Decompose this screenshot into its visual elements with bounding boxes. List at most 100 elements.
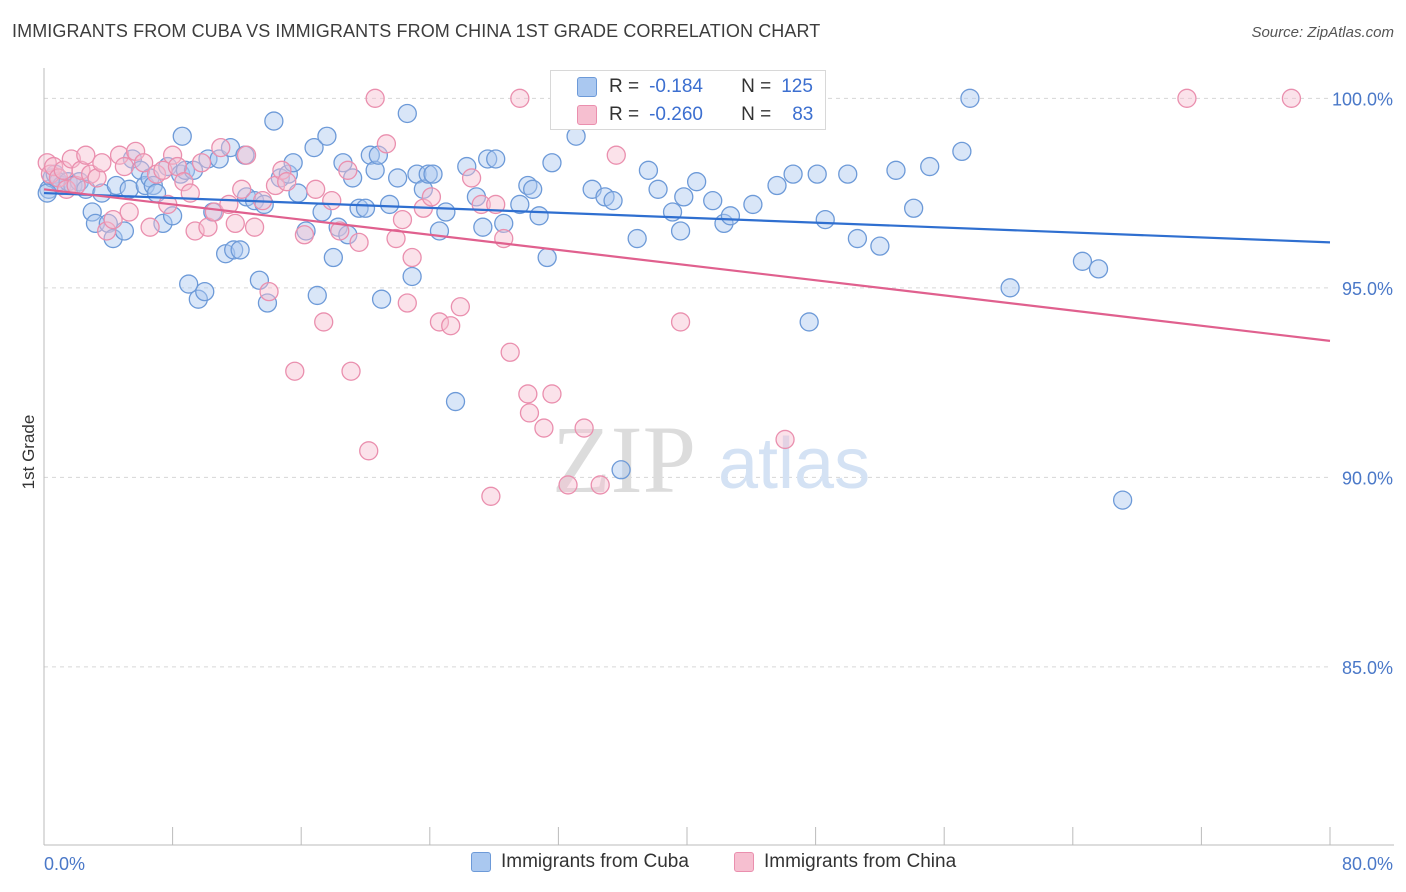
cuba-point-64 <box>365 160 385 180</box>
cuba-point-72 <box>413 179 434 199</box>
cuba-point-37 <box>224 240 244 260</box>
cuba-point-88 <box>537 247 557 268</box>
china-point-44 <box>294 225 315 245</box>
china-point-20 <box>140 217 160 237</box>
china-point-42 <box>277 172 297 192</box>
cuba-point-122 <box>1088 259 1109 279</box>
data-points <box>37 88 1302 510</box>
china-point-69 <box>500 342 520 362</box>
china-point-73 <box>542 384 562 404</box>
cuba-swatch <box>577 77 597 97</box>
china-point-80 <box>1177 88 1197 108</box>
cuba-point-78 <box>457 156 477 177</box>
china-point-61 <box>429 312 450 332</box>
china-point-74 <box>558 475 578 495</box>
china-point-56 <box>392 209 413 230</box>
y-tick-label-3: 85.0% <box>1342 658 1393 678</box>
cuba-point-31 <box>188 289 208 309</box>
china-point-17 <box>119 202 139 222</box>
china-point-63 <box>450 297 470 317</box>
bottom-legend: Immigrants from Cuba Immigrants from Chi… <box>0 851 1406 879</box>
cuba-point-109 <box>799 312 819 332</box>
cuba-point-101 <box>674 187 694 207</box>
china-point-76 <box>590 475 610 495</box>
china-point-75 <box>574 418 594 438</box>
cuba-point-56 <box>323 247 344 268</box>
cuba-point-103 <box>703 191 723 211</box>
cuba-point-52 <box>304 137 324 158</box>
cuba-point-25 <box>162 206 183 226</box>
china-point-32 <box>211 137 231 158</box>
cuba-point-106 <box>743 194 763 215</box>
r-label: R = <box>609 104 640 125</box>
cuba-point-100 <box>670 221 691 241</box>
legend-label-cuba: Immigrants from Cuba <box>501 851 689 872</box>
china-point-29 <box>191 153 212 173</box>
cuba-point-73 <box>418 164 438 184</box>
china-point-39 <box>259 281 279 302</box>
series-china <box>37 88 1302 506</box>
china-point-66 <box>481 486 501 506</box>
china-point-77 <box>606 145 626 165</box>
cuba-point-9 <box>82 202 102 222</box>
cuba-point-89 <box>542 153 562 173</box>
cuba-point-53 <box>307 285 327 306</box>
china-point-62 <box>441 316 461 336</box>
china-point-43 <box>285 361 305 381</box>
cuba-point-39 <box>230 240 250 260</box>
cuba-point-107 <box>767 175 787 196</box>
legend-swatch-china <box>734 852 754 872</box>
y-tick-label-1: 95.0% <box>1342 279 1393 299</box>
china-point-16 <box>114 156 135 177</box>
cuba-point-98 <box>648 179 668 199</box>
china-point-51 <box>349 232 369 253</box>
cuba-point-84 <box>510 194 530 215</box>
cuba-point-68 <box>387 168 408 188</box>
cuba-point-27 <box>172 126 192 146</box>
cuba-point-94 <box>603 191 623 211</box>
legend-swatch-cuba <box>471 852 491 872</box>
x-tick-label-1: 80.0% <box>1342 854 1393 874</box>
china-point-47 <box>322 191 342 211</box>
china-point-71 <box>518 384 538 404</box>
cuba-point-63 <box>360 145 380 165</box>
legend-label-china: Immigrants from China <box>764 851 957 872</box>
x-tick-label-0: 0.0% <box>44 854 85 874</box>
china-point-9 <box>76 145 96 165</box>
cuba-point-97 <box>638 160 659 180</box>
stats-legend-box: R = -0.184 N = 125 R = -0.260 N = 83 <box>550 70 826 130</box>
china-point-67 <box>486 194 506 215</box>
cuba-point-119 <box>960 88 980 108</box>
china-swatch <box>577 105 597 125</box>
cuba-point-102 <box>686 172 707 192</box>
china-point-81 <box>1281 88 1302 108</box>
y-axis-label: 1st Grade <box>19 415 38 490</box>
china-point-72 <box>534 418 554 438</box>
y-tick-label-2: 90.0% <box>1342 468 1393 488</box>
china-point-79 <box>775 429 795 450</box>
china-point-14 <box>103 209 123 230</box>
n-label: N = <box>741 104 772 125</box>
cuba-point-108 <box>783 164 803 184</box>
legend-item-cuba[interactable]: Immigrants from Cuba <box>471 851 689 873</box>
cuba-point-113 <box>847 228 868 249</box>
china-point-15 <box>109 145 130 165</box>
cuba-point-49 <box>283 153 303 173</box>
cuba-trend-line <box>43 191 1331 244</box>
china-trend-line <box>43 188 1331 342</box>
stats-row-china: R = -0.260 N = 83 <box>551 101 813 129</box>
chart-title: IMMIGRANTS FROM CUBA VS IMMIGRANTS FROM … <box>12 21 821 41</box>
china-point-57 <box>397 293 417 313</box>
cuba-point-77 <box>445 391 466 412</box>
cuba-point-62 <box>355 198 376 218</box>
n-label: N = <box>741 76 772 97</box>
china-point-46 <box>314 312 334 332</box>
cuba-point-32 <box>195 281 215 302</box>
china-point-78 <box>670 312 691 332</box>
china-n-value: 83 <box>792 104 814 125</box>
cuba-r-value: -0.184 <box>649 76 703 97</box>
cuba-n-value: 125 <box>781 76 813 97</box>
cuba-point-29 <box>179 274 199 294</box>
legend-item-china[interactable]: Immigrants from China <box>734 851 956 873</box>
